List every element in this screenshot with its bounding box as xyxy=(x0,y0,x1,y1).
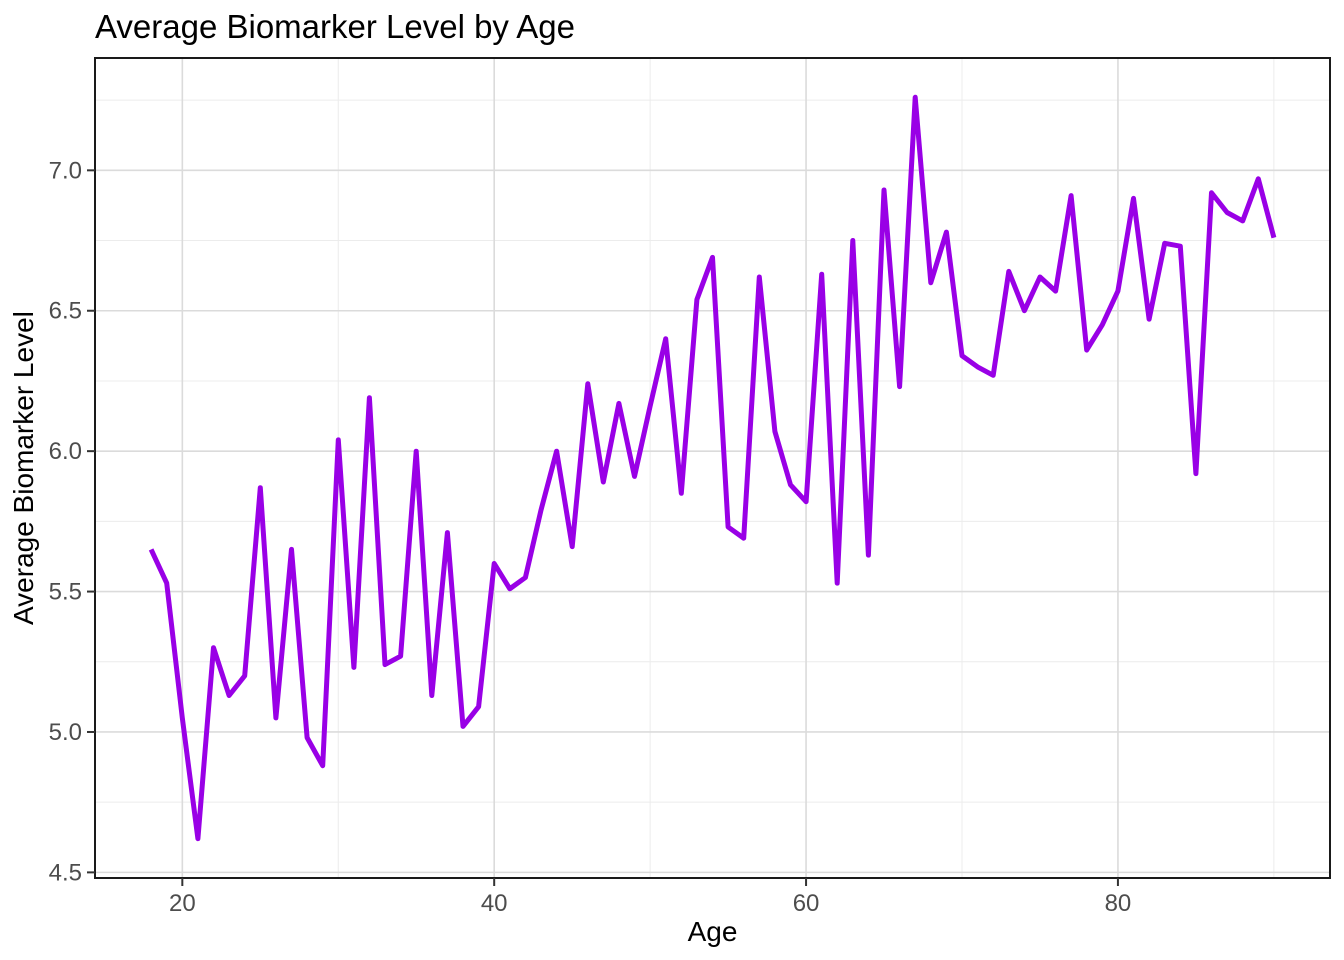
panel-background xyxy=(95,58,1330,878)
x-axis-title: Age xyxy=(687,916,738,947)
biomarker-line xyxy=(148,94,1277,842)
y-tick-label: 7.0 xyxy=(49,157,82,184)
x-tick-label: 80 xyxy=(1105,890,1132,917)
x-tick-label: 40 xyxy=(481,890,508,917)
y-tick-label: 5.0 xyxy=(49,719,82,746)
x-tick-label: 20 xyxy=(169,890,196,917)
y-tick-label: 6.5 xyxy=(49,298,82,325)
x-tick-label: 60 xyxy=(793,890,820,917)
chart-title: Average Biomarker Level by Age xyxy=(95,8,575,45)
y-tick-label: 4.5 xyxy=(49,859,82,886)
y-tick-label: 5.5 xyxy=(49,579,82,606)
y-tick-label: 6.0 xyxy=(49,438,82,465)
panel-border xyxy=(94,57,1331,879)
